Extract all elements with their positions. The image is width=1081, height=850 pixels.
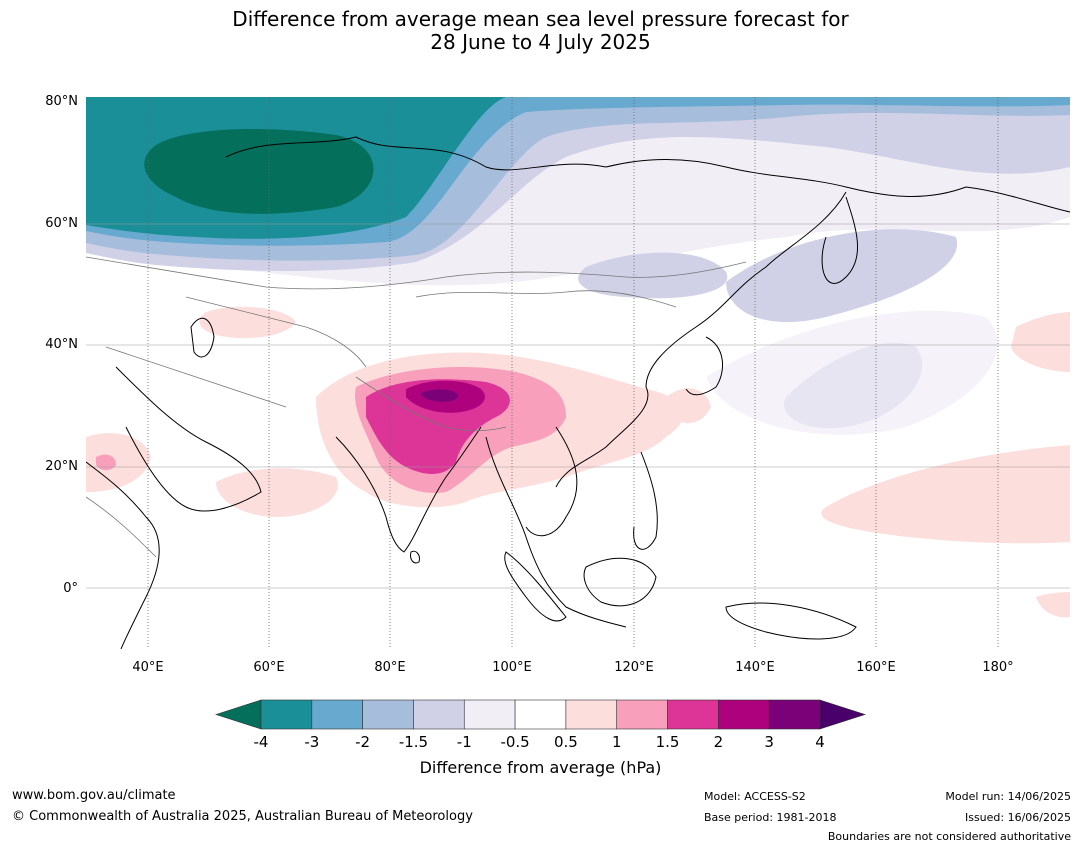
footer-model-run: Model run: 14/06/2025 xyxy=(945,790,1071,803)
border-china-mongolia xyxy=(415,290,677,308)
coast-caspian xyxy=(190,317,215,358)
lon-label-100e: 100°E xyxy=(492,660,532,675)
anomaly-band-neg-4 xyxy=(144,129,374,214)
lon-label-80e: 80°E xyxy=(374,660,406,675)
lon-label-180: 180° xyxy=(982,660,1014,675)
coast-philippines xyxy=(633,451,658,550)
coast-east-asia xyxy=(555,191,847,488)
colorbar-swatch--4_-3 xyxy=(260,699,313,730)
footer-model: Model: ACCESS-S2 xyxy=(704,790,806,803)
anomaly-blob-west-pacific xyxy=(666,388,711,424)
border-africa xyxy=(86,496,157,558)
colorbar-tick: -4 xyxy=(253,733,269,751)
pressure-anomaly-map xyxy=(86,97,1070,649)
colorbar-swatch-1.5_2 xyxy=(667,699,719,730)
lat-label-60n: 60°N xyxy=(45,216,78,231)
lon-label-40e: 40°E xyxy=(132,660,164,675)
coast-sri-lanka xyxy=(410,550,420,564)
footer-url[interactable]: www.bom.gov.au/climate xyxy=(12,788,176,803)
coast-africa-east xyxy=(86,461,160,649)
coast-new-guinea xyxy=(725,602,857,640)
lat-label-0: 0° xyxy=(63,581,78,596)
anomaly-blob-africa xyxy=(86,433,151,492)
colorbar-swatch--0.5_0.5 xyxy=(514,699,567,730)
map-title-line2: 28 June to 4 July 2025 xyxy=(430,30,651,54)
colorbar-tick: 2 xyxy=(713,733,724,751)
coast-arabia xyxy=(115,366,262,512)
footer-boundaries-note: Boundaries are not considered authoritat… xyxy=(827,830,1071,843)
country-borders xyxy=(86,256,747,558)
border-himalaya xyxy=(355,376,507,432)
map-title-line1: Difference from average mean sea level p… xyxy=(232,7,849,31)
colorbar-tick: -1 xyxy=(456,733,472,751)
colorbar-extend-high xyxy=(819,699,866,730)
colorbar-swatch-2_3 xyxy=(718,699,770,730)
lon-label-120e: 120°E xyxy=(614,660,654,675)
colorbar-swatch--2_-1.5 xyxy=(362,699,414,730)
border-central-asia xyxy=(185,296,367,368)
colorbar-tick: -3 xyxy=(304,733,320,751)
anomaly-blob-east-pacific xyxy=(821,445,1070,544)
colorbar-extend-low xyxy=(215,699,262,730)
coast-kamchatka xyxy=(821,196,859,284)
coast-borneo xyxy=(583,557,657,607)
coast-sumatra xyxy=(504,551,567,622)
anomaly-blob-caspian xyxy=(199,306,296,339)
map-canvas xyxy=(86,97,1070,649)
lat-label-40n: 40°N xyxy=(45,337,78,352)
colorbar xyxy=(215,699,866,730)
footer-copyright: © Commonwealth of Australia 2025, Austra… xyxy=(12,809,473,824)
colorbar-swatch-3_4 xyxy=(768,699,821,730)
anomaly-blob-south-pacific xyxy=(1036,592,1070,618)
lon-label-160e: 160°E xyxy=(856,660,896,675)
footer-base-period: Base period: 1981-2018 xyxy=(704,811,837,824)
colorbar-tick: 4 xyxy=(815,733,825,751)
colorbar-title: Difference from average (hPa) xyxy=(419,758,662,777)
colorbar-swatch-0.5_1 xyxy=(565,699,618,730)
coast-indochina xyxy=(525,426,578,537)
lon-label-140e: 140°E xyxy=(735,660,775,675)
colorbar-swatch--1_-0.5 xyxy=(463,699,516,730)
colorbar-tick: 1.5 xyxy=(655,733,680,751)
colorbar-swatch--3_-2 xyxy=(311,699,363,730)
footer-issued: Issued: 16/06/2025 xyxy=(964,811,1071,824)
coastlines xyxy=(86,136,1070,649)
map-title: Difference from average mean sea level p… xyxy=(0,8,1081,54)
lon-label-60e: 60°E xyxy=(253,660,285,675)
colorbar-tick: 0.5 xyxy=(553,733,578,751)
anomaly-blob-kamchatka xyxy=(726,229,958,323)
lat-label-80n: 80°N xyxy=(45,94,78,109)
colorbar-tick: -1.5 xyxy=(398,733,429,751)
anomaly-blob-africa-inner xyxy=(96,454,116,471)
coast-arctic-russia xyxy=(225,136,1070,213)
graticule xyxy=(86,223,1070,589)
colorbar-swatch--1.5_-1 xyxy=(413,699,465,730)
colorbar-tick: -2 xyxy=(355,733,371,751)
border-middle-east xyxy=(105,346,287,408)
coast-southeast-asia xyxy=(485,436,627,628)
lat-label-20n: 20°N xyxy=(45,459,78,474)
colorbar-tick: -0.5 xyxy=(500,733,530,751)
anomaly-blob-siberia xyxy=(578,252,728,299)
border-russia-south xyxy=(86,256,747,290)
coast-japan xyxy=(685,336,724,396)
anomaly-blob-ne-pacific xyxy=(1011,312,1070,372)
anomaly-band-pos-3 xyxy=(421,389,458,402)
anomaly-blob-arabian xyxy=(216,468,338,517)
anomaly-blob-pacific-light xyxy=(706,310,998,435)
colorbar-tick: 1 xyxy=(611,733,622,751)
coast-india xyxy=(335,426,482,553)
colorbar-tick: 3 xyxy=(764,733,774,751)
colorbar-swatch-1_1.5 xyxy=(616,699,668,730)
